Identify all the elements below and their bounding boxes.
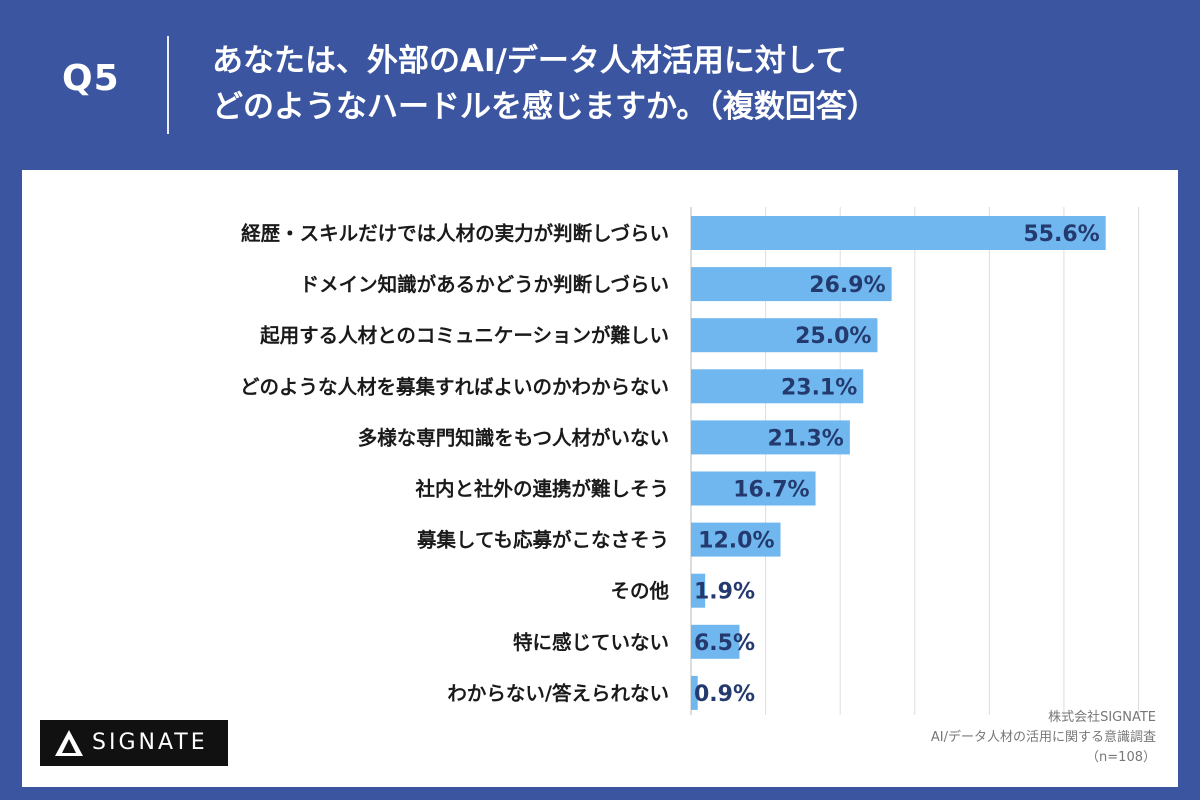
value-label: 21.3% [768,426,844,451]
value-label: 1.9% [694,580,755,605]
question-title-line1: あなたは、外部のAI/データ人材活用に対して [212,43,847,79]
bar [691,624,740,659]
category-label: 特に感じていない [513,631,669,654]
question-number: Q5 [62,58,120,99]
bar-chart: 経歴・スキルだけでは人材の実力が判断しづらい 55.6% ドメイン知識があるかどうか… [240,207,1139,715]
category-label: 経歴・スキルだけでは人材の実力が判断しづらい [241,222,669,245]
bar [691,318,878,353]
chart-panel: 経歴・スキルだけでは人材の実力が判断しづらい 55.6% ドメイン知識があるかどうか… [22,170,1178,787]
value-label: 23.1% [781,375,857,400]
logo-text: SIGNATE [92,730,208,755]
category-label: どのような人材を募集すればよいのかわからない [240,375,669,398]
category-label: 起用する人材とのコミュニケーションが難しい [259,324,669,347]
category-label: その他 [610,580,669,603]
category-label: 多様な専門知識をもつ人材がいない [358,426,669,449]
header-divider [167,36,169,134]
value-label: 6.5% [694,631,755,656]
bar [691,675,698,710]
signate-triangle-icon [55,730,83,756]
bar [691,216,1106,250]
footer-sample: （n=108） [1086,750,1156,765]
category-label: 募集しても応募がこなさそう [416,529,669,552]
question-title-line2: どのようなハードルを感じますか。（複数回答） [212,89,878,125]
bar [691,471,816,506]
category-label: 社内と社外の連携が難しそう [414,478,669,501]
signate-logo: SIGNATE [40,720,228,766]
bar [691,522,781,557]
bar [691,267,892,302]
category-label: わからない/答えられない [447,682,669,705]
header: Q5 あなたは、外部のAI/データ人材活用に対して どのようなハードルを感じます… [0,0,1200,168]
value-label: 55.6% [1023,222,1099,247]
bar [691,369,864,404]
source-footer: 株式会社SIGNATE AI/データ人材の活用に関する意識調査 （n=108） [931,708,1156,768]
value-label: 12.0% [698,529,774,554]
bar [691,420,850,455]
footer-company: 株式会社SIGNATE [1048,710,1156,725]
footer-survey: AI/データ人材の活用に関する意識調査 [930,730,1156,745]
value-label: 0.9% [694,682,755,707]
value-label: 26.9% [809,273,885,298]
question-title: あなたは、外部のAI/データ人材活用に対して どのようなハードルを感じますか。（… [212,38,878,130]
bar [691,573,706,608]
category-label: ドメイン知識があるかどうか判断しづらい [300,273,669,296]
value-label: 25.0% [795,324,871,349]
value-label: 16.7% [733,478,809,503]
